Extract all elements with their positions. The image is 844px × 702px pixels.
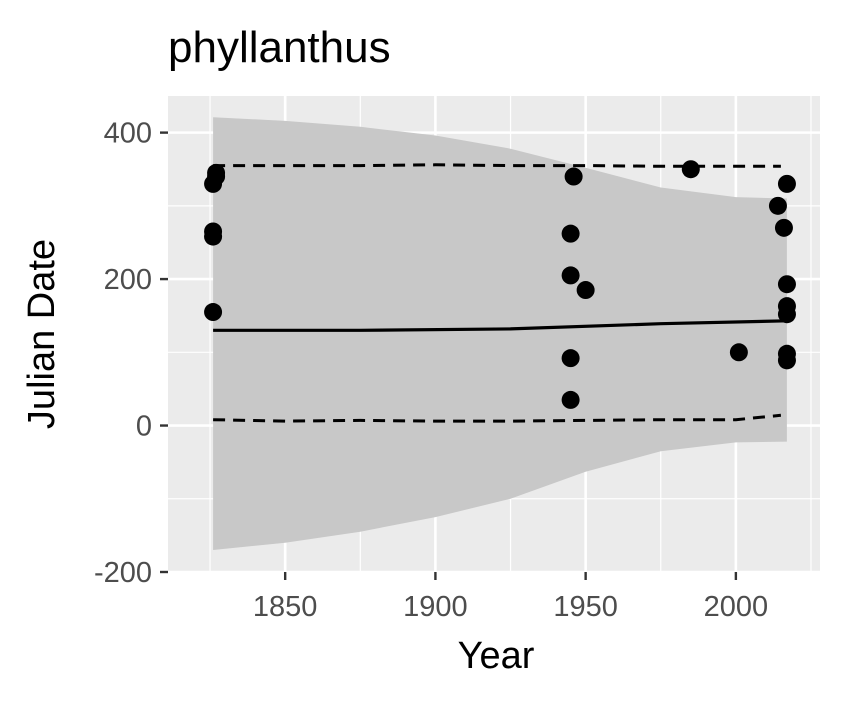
confidence-ribbon xyxy=(213,117,787,550)
y-tick-label: 400 xyxy=(104,118,152,150)
data-point xyxy=(561,266,580,285)
data-point xyxy=(207,167,226,186)
y-axis: -200 0 200 400 xyxy=(94,118,168,589)
data-point xyxy=(777,275,796,294)
x-axis: 1850 1900 1950 2000 xyxy=(253,572,768,623)
data-point xyxy=(204,303,223,322)
fit-line xyxy=(213,319,787,332)
data-point xyxy=(681,160,700,179)
data-point xyxy=(204,227,223,246)
chart-title: phyllanthus xyxy=(168,23,391,72)
data-point xyxy=(561,390,580,409)
y-axis-title: Julian Date xyxy=(21,239,63,429)
y-tick-label: 0 xyxy=(136,411,152,443)
data-point xyxy=(576,281,595,300)
data-point xyxy=(768,196,787,215)
x-tick-label: 1950 xyxy=(553,591,618,623)
x-tick-label: 1850 xyxy=(253,591,318,623)
data-points xyxy=(204,160,796,409)
data-point xyxy=(561,224,580,243)
data-point xyxy=(729,343,748,362)
data-point xyxy=(564,167,583,186)
x-tick-label: 1900 xyxy=(403,591,468,623)
x-axis-title: Year xyxy=(458,635,535,677)
y-tick-label: -200 xyxy=(94,557,152,589)
data-point xyxy=(777,305,796,324)
y-tick-label: 200 xyxy=(104,264,152,296)
data-point xyxy=(561,349,580,368)
data-point xyxy=(777,174,796,193)
data-point xyxy=(774,218,793,237)
x-tick-label: 2000 xyxy=(704,591,769,623)
data-point xyxy=(777,351,796,370)
